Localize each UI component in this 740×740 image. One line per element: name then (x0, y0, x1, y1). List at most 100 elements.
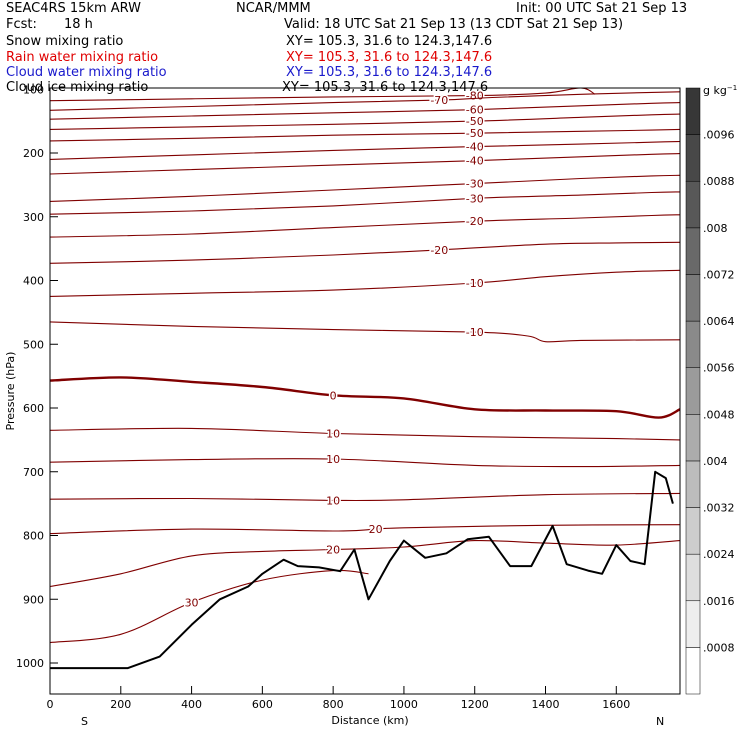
y-tick-900: 900 (23, 593, 44, 606)
colorbar-swatch-12 (685, 87, 701, 135)
colorbar-label-8: .0072 (703, 268, 735, 281)
y-tick-800: 800 (23, 530, 44, 543)
isotherm-label-18: 20 (326, 544, 340, 557)
south-endpoint-label: S (81, 715, 88, 728)
isotherm-label-10: -20 (430, 244, 448, 257)
y-tick-200: 200 (23, 147, 44, 160)
colorbar-swatch-6 (685, 367, 701, 415)
colorbar-label-5: .0048 (703, 408, 735, 421)
isotherm-label-19: 30 (185, 596, 199, 609)
colorbar-swatch-8 (685, 274, 701, 322)
y-axis: 200 300 400 500 600 700 800 900 1000 100 (16, 83, 58, 670)
isotherm-minus50-line-3 (50, 113, 680, 130)
isotherm-label-3: -50 (466, 115, 484, 128)
colorbar-label-11: .0096 (703, 129, 735, 142)
colorbar-swatch-9 (685, 227, 701, 275)
forecast-hours: 18 h (64, 17, 93, 32)
isotherm-label-7: -30 (466, 178, 484, 191)
colorbar-label-3: .0032 (703, 502, 735, 515)
x-tick-1400: 1400 (532, 698, 560, 711)
x-axis: 0 200 400 600 800 1000 1200 1400 1600 (47, 686, 630, 711)
isotherm-contours: -80-70-60-50-50-40-40-30-30-20-20-10-100… (50, 88, 680, 644)
x-tick-200: 200 (110, 698, 131, 711)
valid-time: Valid: 18 UTC Sat 21 Sep 13 (13 CDT Sat … (284, 17, 624, 32)
colorbar-unit: g kg−1 (703, 84, 737, 97)
colorbar-swatch-11 (685, 134, 701, 182)
isotherm-minus30-line-8 (50, 191, 680, 215)
colorbar-swatch-3 (685, 507, 701, 555)
x-axis-title: Distance (km) (331, 714, 408, 727)
colorbar-swatch-7 (685, 320, 701, 368)
isotherm-minus20-line-10 (50, 241, 680, 264)
plot-frame (49, 87, 681, 695)
isotherm-minus40-line-6 (50, 153, 680, 175)
colorbar-label-6: .0056 (703, 362, 735, 375)
isotherm-10-line-14 (50, 427, 680, 441)
isotherm-minus30-line-7 (50, 174, 680, 202)
model-title: SEAC4RS 15km ARW (6, 1, 142, 16)
isotherm-minus80-line-0 (50, 88, 596, 102)
y-tick-300: 300 (23, 211, 44, 224)
isotherm-label-4: -50 (466, 127, 484, 140)
isotherm-30-line-19 (50, 569, 369, 644)
y-tick-600: 600 (23, 402, 44, 415)
colorbar-swatch-5 (685, 414, 701, 462)
colorbar-label-2: .0024 (703, 548, 735, 561)
isotherm-0-line-13 (50, 376, 680, 419)
isotherm-minus10-line-11 (50, 269, 680, 297)
field-rain-xy: XY= 105.3, 31.6 to 124.3,147.6 (286, 50, 493, 65)
colorbar-swatch-2 (685, 553, 701, 602)
isotherm-label-9: -20 (466, 215, 484, 228)
isotherm-20-line-17 (50, 524, 680, 535)
colorbar-swatch-4 (685, 460, 701, 508)
isotherm-minus60-line-2 (50, 102, 680, 120)
colorbar-label-9: .008 (703, 222, 728, 235)
x-tick-0: 0 (47, 698, 54, 711)
isotherm-minus70-line-1 (50, 91, 680, 111)
field-snow-name: Snow mixing ratio (6, 34, 124, 49)
isotherm-label-8: -30 (466, 192, 484, 205)
isotherm-20-line-18 (50, 539, 680, 588)
isotherm-label-16: 10 (326, 494, 340, 507)
isotherm-label-5: -40 (466, 141, 484, 154)
isotherm-10-line-15 (50, 458, 680, 468)
colorbar-label-10: .0088 (703, 175, 735, 188)
terrain-line (50, 470, 674, 670)
field-rain-name: Rain water mixing ratio (6, 50, 159, 65)
isotherm-label-2: -60 (466, 104, 484, 117)
terrain-layer (50, 470, 674, 670)
isotherm-label-12: -10 (466, 326, 484, 339)
y-tick-1000: 1000 (16, 657, 44, 670)
isotherm-label-15: 10 (326, 453, 340, 466)
isotherm-minus40-line-5 (50, 140, 680, 160)
isotherm-minus10-line-12 (50, 321, 680, 343)
field-snow-xy: XY= 105.3, 31.6 to 124.3,147.6 (286, 34, 493, 49)
y-tick-400: 400 (23, 275, 44, 288)
center-label: NCAR/MMM (236, 1, 311, 16)
isotherm-label-17: 20 (369, 523, 383, 536)
colorbar-label-0: .0008 (703, 641, 735, 654)
init-time: Init: 00 UTC Sat 21 Sep 13 (516, 1, 688, 16)
north-endpoint-label: N (656, 715, 664, 728)
field-cloudwater-xy: XY= 105.3, 31.6 to 124.3,147.6 (286, 65, 493, 80)
x-tick-1200: 1200 (461, 698, 489, 711)
colorbar-swatch-0 (685, 647, 701, 695)
isotherm-label-6: -40 (466, 155, 484, 168)
field-cloudwater-name: Cloud water mixing ratio (6, 65, 167, 80)
isotherm-minus20-line-9 (50, 214, 680, 238)
isotherm-label-13: 0 (330, 389, 337, 402)
y-tick-500: 500 (23, 338, 44, 351)
colorbar: .0008 .0016 .0024 .0032 .004 .0048 .0056 .0064.… (685, 87, 735, 695)
y-axis-title: Pressure (hPa) (4, 352, 17, 431)
x-tick-600: 600 (252, 698, 273, 711)
x-tick-1000: 1000 (390, 698, 418, 711)
colorbar-label-1: .0016 (703, 595, 735, 608)
colorbar-label-4: .004 (703, 455, 728, 468)
isotherm-label-14: 10 (326, 428, 340, 441)
x-tick-1600: 1600 (602, 698, 630, 711)
isotherm-10-line-16 (50, 492, 680, 502)
isotherm-minus50-line-4 (50, 128, 680, 142)
isotherm-label-0: -80 (466, 90, 484, 103)
y-tick-700: 700 (23, 466, 44, 479)
